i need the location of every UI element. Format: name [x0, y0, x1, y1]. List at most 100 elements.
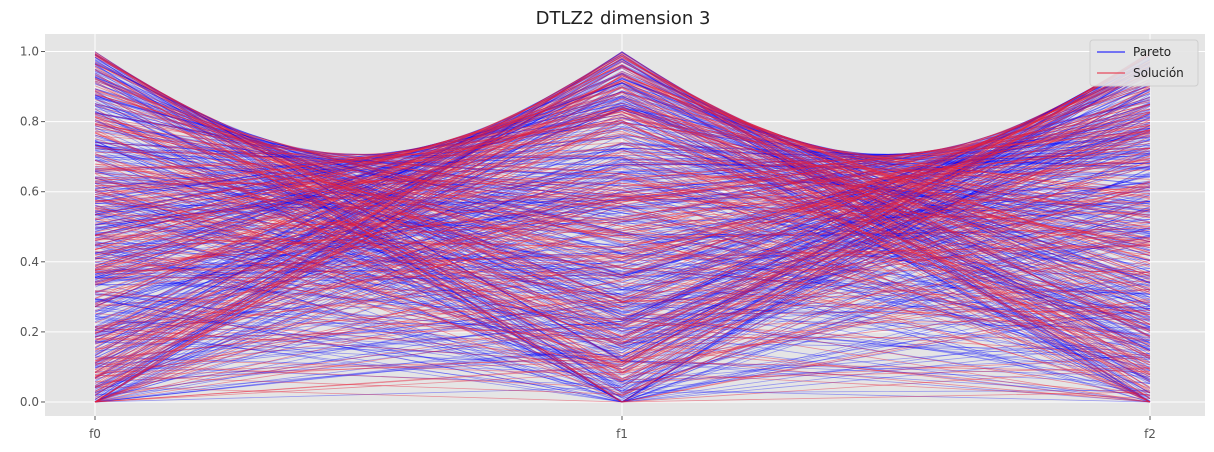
series-line	[94, 151, 1151, 381]
series-line	[94, 114, 1151, 394]
series-line	[94, 97, 1151, 311]
series-line	[94, 64, 1151, 399]
y-tick-label: 1.0	[20, 45, 39, 59]
series-line	[94, 53, 1151, 381]
series-line	[94, 111, 1151, 403]
series-line	[94, 117, 1151, 359]
series-line	[94, 132, 1151, 252]
series-line	[94, 138, 1151, 276]
series-line	[94, 59, 1151, 358]
series-line	[94, 75, 1151, 403]
series-line	[94, 160, 1151, 295]
series-line	[94, 83, 1151, 343]
series-line	[94, 76, 1151, 403]
series-line	[94, 147, 1151, 271]
series-line	[94, 108, 1151, 394]
series-line	[94, 124, 1151, 365]
series-line	[94, 127, 1151, 278]
series-line	[94, 97, 1151, 403]
series-line	[94, 153, 1151, 302]
series-line	[94, 104, 1151, 322]
series-line	[94, 63, 1151, 394]
series-line	[94, 66, 1151, 354]
series-line	[94, 102, 1151, 327]
series-line	[94, 111, 1151, 363]
series-line	[94, 101, 1151, 344]
series-line	[94, 163, 1151, 256]
series-line	[94, 51, 1151, 403]
series-line	[94, 162, 1151, 306]
series-line	[94, 78, 1151, 396]
series-line	[94, 70, 1151, 393]
series-line	[94, 54, 1151, 403]
series-line	[94, 79, 1151, 389]
series-line	[94, 81, 1151, 342]
series-line	[94, 69, 1151, 326]
series-line	[94, 154, 1151, 286]
series-line	[94, 119, 1151, 298]
series-line	[94, 126, 1151, 263]
series-line	[94, 99, 1151, 279]
series-line	[94, 127, 1151, 392]
series-line	[94, 65, 1151, 340]
series-line	[94, 86, 1151, 382]
grid	[45, 34, 1205, 416]
series-line	[94, 116, 1151, 403]
series-line	[94, 109, 1151, 294]
series-line	[94, 145, 1151, 309]
series-line	[94, 83, 1151, 403]
series-line	[94, 96, 1151, 284]
series-line	[94, 111, 1151, 273]
series-line	[94, 135, 1151, 396]
series-line	[94, 145, 1151, 275]
series-line	[94, 186, 1151, 218]
series-line	[94, 60, 1151, 351]
series-line	[94, 108, 1151, 345]
series-line	[94, 73, 1151, 325]
series-line	[94, 115, 1151, 278]
series-line	[94, 65, 1151, 363]
series-line	[94, 129, 1151, 258]
series-line	[94, 94, 1151, 299]
series-line	[94, 172, 1151, 224]
series-line	[94, 56, 1151, 403]
series-line	[94, 111, 1151, 293]
series-line	[94, 103, 1151, 333]
series-line	[94, 162, 1151, 255]
series-line	[94, 54, 1151, 403]
series-line	[94, 66, 1151, 373]
series-line	[94, 77, 1151, 342]
series-line	[94, 78, 1151, 330]
series-line	[94, 118, 1151, 398]
series-line	[94, 102, 1151, 296]
series-line	[94, 62, 1151, 371]
series-line	[94, 142, 1151, 326]
series-line	[94, 106, 1151, 280]
series-line	[94, 159, 1151, 321]
series-line	[94, 74, 1151, 383]
series-line	[94, 75, 1151, 339]
series-line	[94, 138, 1151, 403]
series-line	[94, 134, 1151, 314]
series-line	[94, 157, 1151, 229]
series-line	[94, 80, 1151, 364]
series-line	[94, 150, 1151, 338]
series-line	[94, 186, 1151, 213]
series-line	[94, 168, 1151, 226]
series-line	[94, 148, 1151, 403]
series-line	[94, 70, 1151, 341]
series-line	[94, 66, 1151, 403]
series-line	[94, 94, 1151, 376]
series-line	[94, 81, 1151, 321]
series-line	[94, 148, 1151, 234]
series-line	[94, 142, 1151, 403]
series-line	[94, 133, 1151, 338]
series-line	[94, 67, 1151, 344]
series-line	[94, 104, 1151, 275]
series-line	[94, 140, 1151, 260]
series-line	[94, 152, 1151, 313]
series-line	[94, 136, 1151, 282]
series-line	[94, 107, 1151, 316]
series-line	[94, 82, 1151, 373]
series-line	[94, 75, 1151, 378]
